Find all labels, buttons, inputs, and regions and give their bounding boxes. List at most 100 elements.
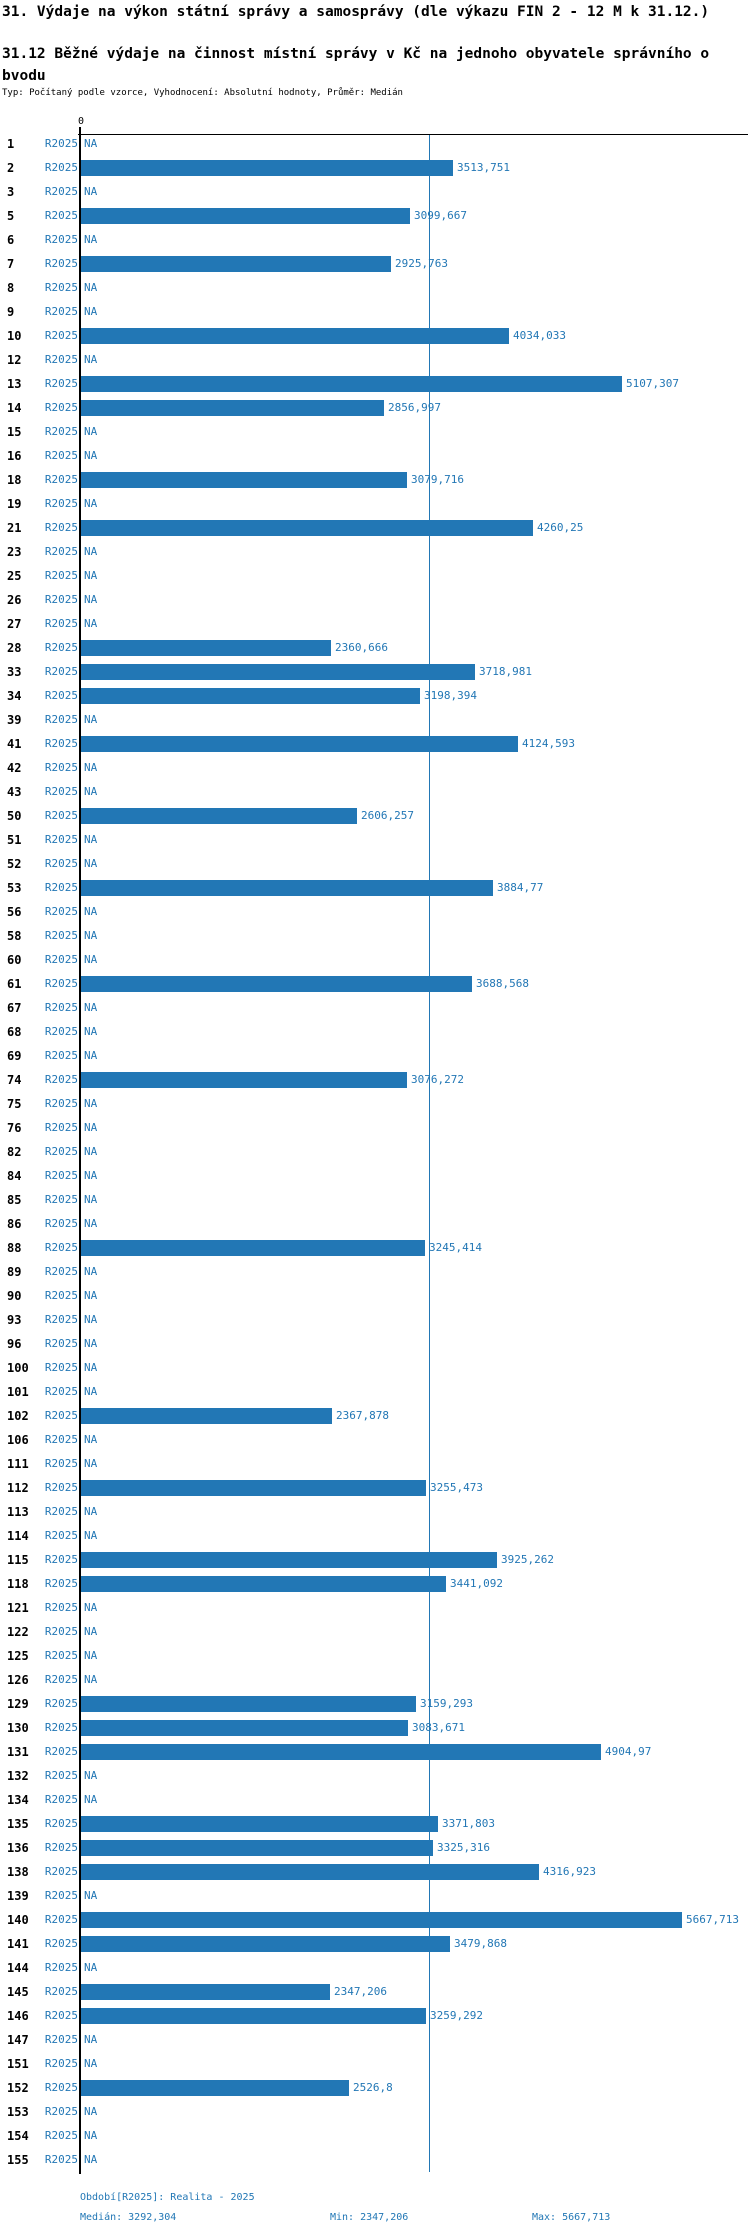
series-label-link[interactable]: R2025	[44, 161, 78, 174]
bar[interactable]	[81, 1720, 408, 1736]
series-label-link[interactable]: R2025	[44, 809, 78, 822]
series-label-link[interactable]: R2025	[44, 473, 78, 486]
series-label-link[interactable]: R2025	[44, 1025, 78, 1038]
bar[interactable]	[81, 2080, 349, 2096]
series-label-link[interactable]: R2025	[44, 1337, 78, 1350]
series-label-link[interactable]: R2025	[44, 1289, 78, 1302]
series-label-link[interactable]: R2025	[44, 449, 78, 462]
series-label-link[interactable]: R2025	[44, 1313, 78, 1326]
bar[interactable]	[81, 1696, 416, 1712]
series-label-link[interactable]: R2025	[44, 233, 78, 246]
series-label-link[interactable]: R2025	[44, 329, 78, 342]
bar[interactable]	[81, 256, 391, 272]
series-label-link[interactable]: R2025	[44, 1745, 78, 1758]
series-label-link[interactable]: R2025	[44, 1049, 78, 1062]
series-label-link[interactable]: R2025	[44, 1793, 78, 1806]
series-label-link[interactable]: R2025	[44, 209, 78, 222]
bar[interactable]	[81, 1840, 433, 1856]
series-label-link[interactable]: R2025	[44, 1121, 78, 1134]
series-label-link[interactable]: R2025	[44, 1673, 78, 1686]
series-label-link[interactable]: R2025	[44, 1433, 78, 1446]
series-label-link[interactable]: R2025	[44, 545, 78, 558]
series-label-link[interactable]: R2025	[44, 1697, 78, 1710]
bar[interactable]	[81, 1912, 682, 1928]
series-label-link[interactable]: R2025	[44, 1625, 78, 1638]
series-label-link[interactable]: R2025	[44, 1169, 78, 1182]
bar[interactable]	[81, 808, 357, 824]
series-label-link[interactable]: R2025	[44, 1985, 78, 1998]
bar[interactable]	[81, 688, 420, 704]
series-label-link[interactable]: R2025	[44, 257, 78, 270]
bar[interactable]	[81, 520, 533, 536]
series-label-link[interactable]: R2025	[44, 761, 78, 774]
bar[interactable]	[81, 208, 410, 224]
series-label-link[interactable]: R2025	[44, 497, 78, 510]
bar[interactable]	[81, 976, 472, 992]
bar[interactable]	[81, 1816, 438, 1832]
series-label-link[interactable]: R2025	[44, 1721, 78, 1734]
series-label-link[interactable]: R2025	[44, 1577, 78, 1590]
series-label-link[interactable]: R2025	[44, 905, 78, 918]
series-label-link[interactable]: R2025	[44, 2057, 78, 2070]
series-label-link[interactable]: R2025	[44, 641, 78, 654]
series-label-link[interactable]: R2025	[44, 401, 78, 414]
series-label-link[interactable]: R2025	[44, 1481, 78, 1494]
bar[interactable]	[81, 1480, 426, 1496]
series-label-link[interactable]: R2025	[44, 137, 78, 150]
series-label-link[interactable]: R2025	[44, 689, 78, 702]
series-label-link[interactable]: R2025	[44, 1193, 78, 1206]
bar[interactable]	[81, 1240, 425, 1256]
series-label-link[interactable]: R2025	[44, 1097, 78, 1110]
series-label-link[interactable]: R2025	[44, 1241, 78, 1254]
series-label-link[interactable]: R2025	[44, 881, 78, 894]
series-label-link[interactable]: R2025	[44, 1385, 78, 1398]
bar[interactable]	[81, 400, 384, 416]
series-label-link[interactable]: R2025	[44, 2081, 78, 2094]
series-label-link[interactable]: R2025	[44, 1145, 78, 1158]
bar[interactable]	[81, 664, 475, 680]
bar[interactable]	[81, 376, 622, 392]
series-label-link[interactable]: R2025	[44, 353, 78, 366]
series-label-link[interactable]: R2025	[44, 617, 78, 630]
bar[interactable]	[81, 736, 518, 752]
series-label-link[interactable]: R2025	[44, 665, 78, 678]
bar[interactable]	[81, 1936, 450, 1952]
series-label-link[interactable]: R2025	[44, 1601, 78, 1614]
series-label-link[interactable]: R2025	[44, 2009, 78, 2022]
bar[interactable]	[81, 1072, 407, 1088]
series-label-link[interactable]: R2025	[44, 953, 78, 966]
series-label-link[interactable]: R2025	[44, 1553, 78, 1566]
series-label-link[interactable]: R2025	[44, 425, 78, 438]
series-label-link[interactable]: R2025	[44, 1505, 78, 1518]
series-label-link[interactable]: R2025	[44, 2153, 78, 2166]
bar[interactable]	[81, 880, 493, 896]
series-label-link[interactable]: R2025	[44, 521, 78, 534]
bar[interactable]	[81, 1576, 446, 1592]
series-label-link[interactable]: R2025	[44, 1961, 78, 1974]
series-label-link[interactable]: R2025	[44, 1073, 78, 1086]
series-label-link[interactable]: R2025	[44, 1649, 78, 1662]
series-label-link[interactable]: R2025	[44, 1841, 78, 1854]
series-label-link[interactable]: R2025	[44, 1937, 78, 1950]
bar[interactable]	[81, 1408, 332, 1424]
bar[interactable]	[81, 160, 453, 176]
series-label-link[interactable]: R2025	[44, 1865, 78, 1878]
series-label-link[interactable]: R2025	[44, 1001, 78, 1014]
bar[interactable]	[81, 1984, 330, 2000]
series-label-link[interactable]: R2025	[44, 305, 78, 318]
series-label-link[interactable]: R2025	[44, 737, 78, 750]
bar[interactable]	[81, 1744, 601, 1760]
series-label-link[interactable]: R2025	[44, 1409, 78, 1422]
series-label-link[interactable]: R2025	[44, 785, 78, 798]
series-label-link[interactable]: R2025	[44, 833, 78, 846]
bar[interactable]	[81, 1552, 497, 1568]
bar[interactable]	[81, 640, 331, 656]
bar[interactable]	[81, 2008, 426, 2024]
series-label-link[interactable]: R2025	[44, 2105, 78, 2118]
series-label-link[interactable]: R2025	[44, 1265, 78, 1278]
series-label-link[interactable]: R2025	[44, 185, 78, 198]
series-label-link[interactable]: R2025	[44, 1817, 78, 1830]
bar[interactable]	[81, 1864, 539, 1880]
series-label-link[interactable]: R2025	[44, 1457, 78, 1470]
series-label-link[interactable]: R2025	[44, 1529, 78, 1542]
